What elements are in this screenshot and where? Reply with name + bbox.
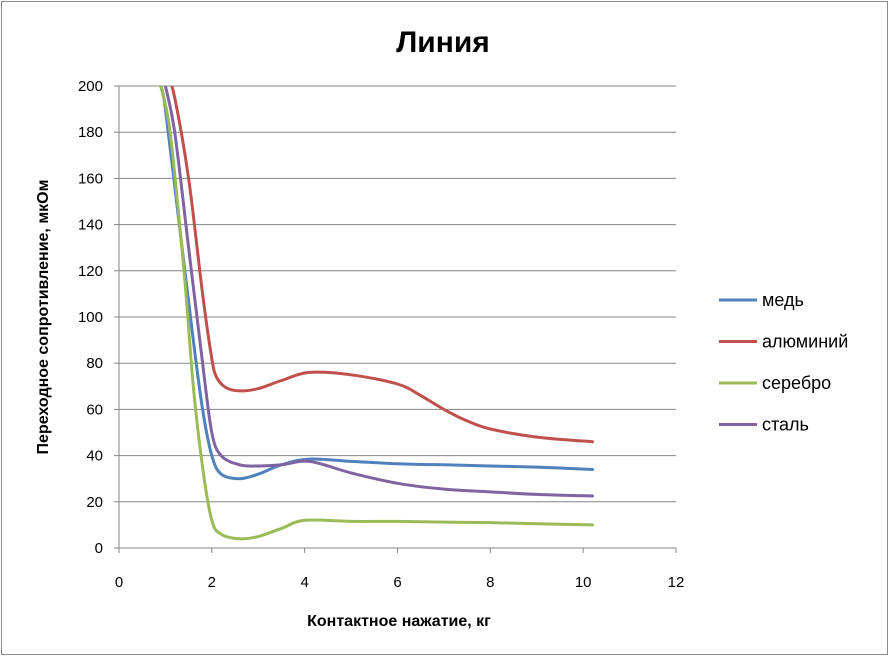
y-tick-label: 40 [86, 448, 103, 465]
y-axis-title: Переходное сопротивление, мкОм [35, 180, 52, 455]
x-tick-label: 10 [575, 574, 592, 591]
y-tick-label: 120 [78, 263, 103, 280]
series-line-1 [159, 86, 594, 481]
y-tick-label: 60 [86, 401, 103, 418]
y-tick-label: 20 [86, 494, 103, 511]
y-tick-label: 200 [78, 78, 103, 95]
chart-title: Линия [396, 26, 490, 59]
y-tick-label: 160 [78, 170, 103, 187]
y-tick-label: 80 [86, 355, 103, 372]
x-tick-label: 0 [115, 574, 123, 591]
x-axis-title: Контактное нажатие, кг [307, 613, 491, 630]
legend-label-3: серебро [762, 373, 831, 393]
y-tick-label: 0 [95, 540, 103, 557]
legend-label-1: медь [762, 290, 804, 310]
axes-layer: 0 20 40 60 80 100 120 140 160 180 200 0 2 4 6 8 10 12 [78, 78, 684, 591]
x-tick-label: 2 [208, 574, 216, 591]
series-layer [159, 86, 594, 541]
series-line-4 [163, 86, 594, 498]
series-line-2 [170, 86, 594, 444]
series-line-3 [159, 86, 594, 541]
y-tick-label: 140 [78, 217, 103, 234]
x-tick-label: 12 [668, 574, 685, 591]
legend: медь алюминий серебро сталь [719, 290, 848, 435]
x-tick-label: 4 [300, 574, 308, 591]
y-tick-label: 100 [78, 309, 103, 326]
legend-label-2: алюминий [762, 332, 848, 352]
legend-label-4: сталь [762, 415, 809, 435]
y-tick-label: 180 [78, 124, 103, 141]
x-tick-label: 8 [486, 574, 494, 591]
x-tick-label: 6 [393, 574, 401, 591]
